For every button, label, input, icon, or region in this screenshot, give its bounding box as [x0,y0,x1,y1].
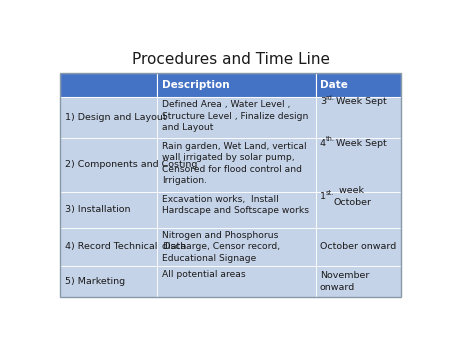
Text: st.: st. [325,190,334,196]
Bar [316,73,401,97]
Bar [60,73,401,297]
Bar [158,73,316,97]
Text: October onward: October onward [320,242,396,251]
Bar [158,97,316,138]
Text: November
onward: November onward [320,271,369,292]
Text: 3: 3 [320,97,326,106]
Text: Defined Area , Water Level ,
Structure Level , Finalize design
and Layout: Defined Area , Water Level , Structure L… [162,100,308,132]
Text: 5) Marketing: 5) Marketing [65,277,125,286]
Bar [60,73,158,97]
Bar [158,192,316,227]
Text: Rain garden, Wet Land, vertical
wall irrigated by solar pump,
Censored for flood: Rain garden, Wet Land, vertical wall irr… [162,142,306,185]
Bar [158,227,316,266]
Text: 2) Components and Costing: 2) Components and Costing [65,161,197,169]
Text: week
October: week October [333,186,371,207]
Bar [316,97,401,138]
Text: 3) Installation: 3) Installation [65,205,130,214]
Text: rd.: rd. [325,95,334,101]
Text: Week Sept: Week Sept [333,97,387,106]
Text: Description: Description [162,80,229,90]
Text: Nitrogen and Phosphorus
discharge, Censor record,
Educational Signage: Nitrogen and Phosphorus discharge, Censo… [162,231,280,263]
Bar [158,266,316,297]
Text: Week Sept: Week Sept [333,139,387,147]
Text: th.: th. [325,137,334,142]
Bar [158,138,316,192]
Bar [60,138,158,192]
Bar [316,138,401,192]
Bar [60,97,158,138]
Text: Excavation works,  Install
Hardscape and Softscape works: Excavation works, Install Hardscape and … [162,195,309,216]
Bar [316,266,401,297]
Text: 1) Design and Layout: 1) Design and Layout [65,113,166,122]
Bar [60,227,158,266]
Text: All potential areas: All potential areas [162,270,245,279]
Text: 4) Record Technical  Data: 4) Record Technical Data [65,242,186,251]
Bar [60,192,158,227]
Text: 1: 1 [320,192,326,201]
Text: Procedures and Time Line: Procedures and Time Line [131,52,329,67]
Bar [316,227,401,266]
Text: 4: 4 [320,139,326,147]
Bar [60,266,158,297]
Bar [316,192,401,227]
Text: Date: Date [320,80,348,90]
